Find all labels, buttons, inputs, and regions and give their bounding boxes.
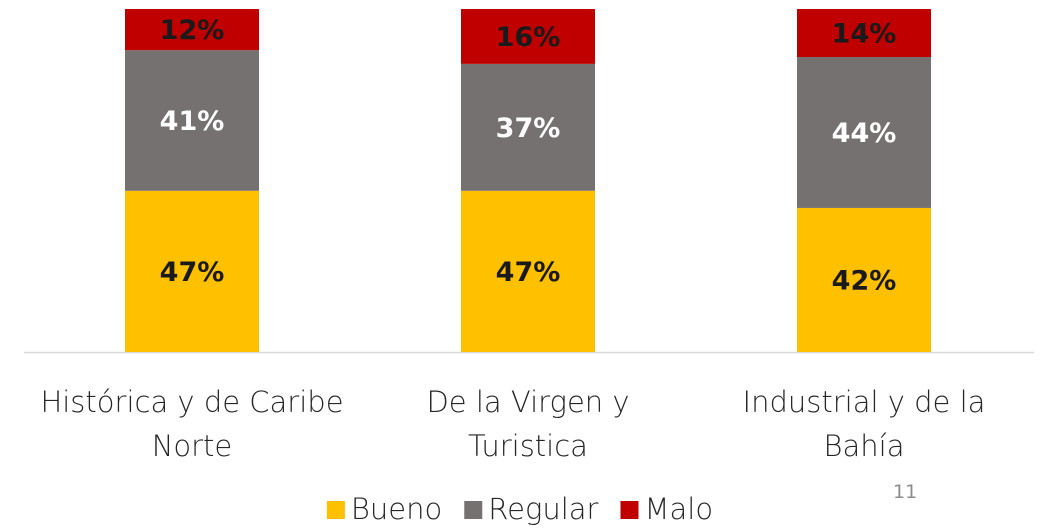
legend-label: Regular bbox=[488, 492, 598, 526]
data-label: 44% bbox=[832, 118, 897, 149]
bar-segment bbox=[125, 190, 259, 352]
category-label: Histórica y de Caribe Norte bbox=[40, 385, 344, 463]
bar-segment bbox=[797, 9, 931, 58]
data-label: 14% bbox=[832, 19, 897, 50]
legend-swatch bbox=[464, 501, 483, 519]
page-number: 11 bbox=[893, 481, 918, 503]
bar-segment bbox=[125, 9, 259, 51]
bar-segment bbox=[461, 190, 595, 352]
data-label: 16% bbox=[496, 22, 561, 53]
data-label: 12% bbox=[160, 15, 225, 46]
bar-segment bbox=[797, 57, 931, 208]
legend-swatch bbox=[620, 501, 639, 519]
category-label: De la Virgen y Turistica bbox=[426, 385, 630, 463]
data-label: 37% bbox=[496, 113, 561, 144]
data-label: 42% bbox=[832, 265, 897, 296]
bar-segment bbox=[125, 50, 259, 191]
data-label: 41% bbox=[160, 106, 225, 137]
bar-segment bbox=[461, 9, 595, 64]
legend-swatch bbox=[326, 501, 345, 519]
legend-label: Malo bbox=[644, 492, 713, 526]
bar-segment bbox=[797, 207, 931, 352]
data-label: 47% bbox=[160, 257, 225, 288]
category-label: Industrial y de la Bahía bbox=[742, 385, 986, 463]
bar-segment bbox=[461, 63, 595, 191]
data-label: 47% bbox=[496, 257, 561, 288]
legend-label: Bueno bbox=[351, 492, 442, 526]
